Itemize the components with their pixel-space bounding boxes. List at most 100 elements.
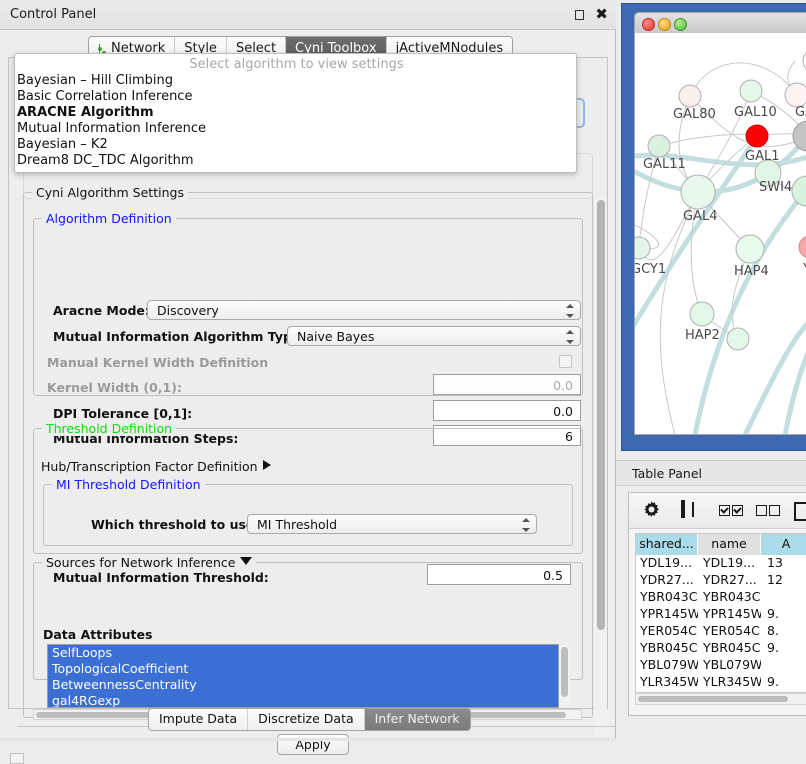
- cell-name: YBR045C: [703, 640, 761, 655]
- list-item[interactable]: BetweennessCentrality: [52, 677, 197, 692]
- mi-algorithm-type-label: Mutual Information Algorithm Type:: [53, 329, 306, 344]
- network-graph: GAL GAL80 GAL10 GAL1 GAL11 GAL4 SWI4 GCY…: [635, 52, 806, 434]
- control-panel: Control Panel ✖ Network Style Select Cyn…: [0, 0, 617, 755]
- kernel-width-input[interactable]: 0.0: [433, 374, 581, 395]
- table-panel-header: Table Panel: [616, 460, 806, 486]
- table-row[interactable]: YDL19... YDL19... 13: [636, 555, 806, 572]
- algorithm-popup-hint: Select algorithm to view settings: [189, 57, 404, 72]
- table-row[interactable]: YDR27... YDR27... 12: [636, 572, 806, 589]
- network-icon: [98, 43, 107, 55]
- cell-name: YDL19...: [703, 555, 756, 570]
- algorithm-definition-legend: Algorithm Definition: [42, 211, 176, 226]
- table-row[interactable]: YBL079W YBL079W: [636, 657, 806, 674]
- table-row[interactable]: YER054C YER054C 8.: [636, 623, 806, 640]
- manual-kernel-width-checkbox[interactable]: [559, 355, 572, 368]
- list-item[interactable]: gal4RGexp: [52, 693, 121, 708]
- mi-threshold-input[interactable]: 0.5: [427, 564, 571, 585]
- menu-item-bayesian-hill-climbing[interactable]: Bayesian – Hill Climbing: [17, 73, 173, 88]
- table-row[interactable]: YPR145W YPR145W 9.: [636, 606, 806, 623]
- table-row[interactable]: YBR045C YBR045C 9.: [636, 640, 806, 657]
- mi-algorithm-type-select[interactable]: Naive Bayes: [287, 326, 581, 346]
- cell-shared: YDL19...: [640, 555, 693, 570]
- attributes-vertical-scrollbar[interactable]: [559, 645, 570, 707]
- menu-item-bayesian-k2[interactable]: Bayesian – K2: [17, 137, 108, 152]
- zoom-traffic-light-icon[interactable]: [674, 18, 687, 31]
- node-label: SWI4: [759, 180, 792, 195]
- menu-item-aracne-algorithm[interactable]: ARACNE Algorithm: [17, 105, 154, 120]
- network-view-window: GAL GAL80 GAL10 GAL1 GAL11 GAL4 SWI4 GCY…: [621, 3, 806, 451]
- control-panel-bottom-strip: [0, 738, 616, 741]
- table-horizontal-scrollbar[interactable]: [635, 693, 806, 705]
- cell-shared: YBR045C: [640, 640, 698, 655]
- deselect-all-icon[interactable]: [756, 505, 780, 519]
- sources-legend: Sources for Network Inference: [42, 555, 257, 570]
- tab-discretize-data[interactable]: Discretize Data: [248, 709, 365, 730]
- cell-name: YDR27...: [703, 572, 757, 587]
- cell-name: YER054C: [703, 623, 760, 638]
- node-label: GAL80: [673, 107, 716, 122]
- thick-edges: [635, 133, 806, 434]
- menu-item-mutual-information-inference[interactable]: Mutual Information Inference: [17, 121, 206, 136]
- mi-steps-value: 6: [565, 429, 573, 444]
- aracne-mode-select[interactable]: Discovery: [147, 300, 581, 320]
- menu-item-dream8-dc-tdc-algorithm[interactable]: Dream8 DC_TDC Algorithm: [17, 153, 194, 168]
- data-attributes-list[interactable]: SelfLoops TopologicalCoefficient Between…: [47, 644, 559, 708]
- minimize-traffic-light-icon[interactable]: [658, 18, 671, 31]
- dpi-tolerance-input[interactable]: 0.0: [433, 400, 581, 421]
- table-grid[interactable]: shared... name A YDL19... YDL19... 13 YD…: [635, 533, 806, 693]
- node-label: Y: [802, 262, 806, 277]
- node-label: GAL1: [745, 149, 779, 164]
- threshold-definition-legend: Threshold Definition: [42, 421, 177, 436]
- cell-name: YBR043C: [703, 589, 761, 604]
- close-icon[interactable]: ✖: [595, 5, 608, 23]
- network-canvas[interactable]: GAL GAL80 GAL10 GAL1 GAL11 GAL4 SWI4 GCY…: [634, 33, 806, 435]
- control-panel-title-bar: Control Panel ✖: [0, 0, 616, 30]
- dpi-tolerance-label: DPI Tolerance [0,1]:: [53, 406, 193, 421]
- algorithm-dropdown-popup[interactable]: Select algorithm to view settings Bayesi…: [14, 53, 577, 173]
- mi-algorithm-type-value: Naive Bayes: [297, 329, 375, 344]
- tab-infer-network[interactable]: Infer Network: [364, 709, 470, 730]
- close-traffic-light-icon[interactable]: [642, 18, 655, 31]
- mi-steps-input[interactable]: 6: [433, 425, 581, 446]
- tab-impute-data[interactable]: Impute Data: [149, 709, 249, 730]
- data-attributes-label: Data Attributes: [43, 627, 153, 642]
- table-toolbar: [629, 493, 806, 529]
- tab-network-label: Network: [111, 41, 166, 56]
- select-all-icon[interactable]: [719, 505, 743, 519]
- table-panel-title: Table Panel: [632, 466, 703, 481]
- column-header-name[interactable]: name: [698, 534, 761, 555]
- cell-name: YBL079W: [703, 657, 761, 672]
- which-threshold-select[interactable]: MI Threshold: [247, 514, 537, 534]
- node-label: GCY1: [635, 262, 666, 277]
- hub-transcription-factor-expander[interactable]: Hub/Transcription Factor Definition: [41, 459, 271, 474]
- cell-a: 13: [767, 555, 783, 570]
- hub-expander-label: Hub/Transcription Factor Definition: [41, 459, 258, 474]
- graph-node-labels: GAL GAL80 GAL10 GAL1 GAL11 GAL4 SWI4 GCY…: [635, 105, 806, 343]
- float-window-icon[interactable]: [575, 10, 584, 20]
- stepper-arrows-icon: [566, 330, 574, 344]
- list-item[interactable]: TopologicalCoefficient: [52, 661, 189, 676]
- cell-shared: YER054C: [640, 623, 697, 638]
- table-row[interactable]: YBR043C YBR043C: [636, 589, 806, 606]
- cell-shared: YDR27...: [640, 572, 694, 587]
- column-icon[interactable]: [794, 502, 806, 521]
- list-item[interactable]: SelfLoops: [52, 645, 112, 660]
- cell-a: 12: [767, 572, 783, 587]
- cell-shared: YLR345W: [640, 674, 698, 689]
- menu-item-basic-correlation-inference[interactable]: Basic Correlation Inference: [17, 89, 193, 104]
- column-header-a[interactable]: A: [761, 534, 806, 555]
- column-header-shared[interactable]: shared...: [636, 534, 698, 555]
- table-row[interactable]: YLR345W YLR345W 9.: [636, 674, 806, 691]
- network-window-title-bar: [634, 12, 806, 33]
- node-label: GAL: [795, 105, 806, 120]
- settings-vertical-scrollbar[interactable]: [594, 198, 607, 738]
- cell-name: YLR345W: [703, 674, 761, 689]
- cell-a: 9.: [767, 606, 779, 621]
- aracne-mode-label: Aracne Mode:: [53, 303, 150, 318]
- mi-threshold-value: 0.5: [543, 568, 563, 583]
- split-panel-icon[interactable]: [681, 500, 694, 518]
- node-label: GAL11: [643, 157, 686, 172]
- chevron-right-icon: [262, 460, 271, 470]
- gear-icon[interactable]: [643, 501, 660, 518]
